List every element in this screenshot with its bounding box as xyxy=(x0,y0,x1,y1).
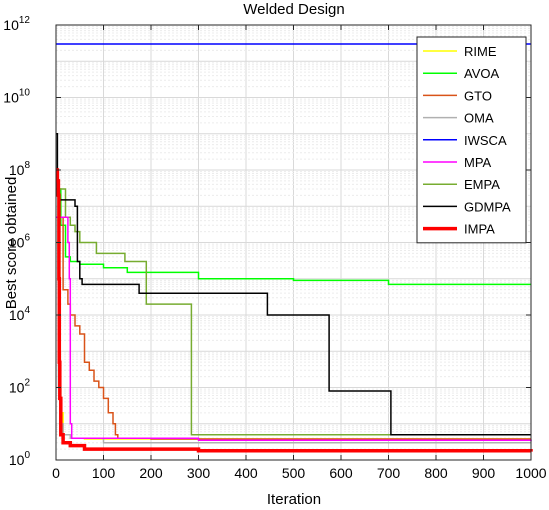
legend-label-gdmpa: GDMPA xyxy=(464,199,511,214)
x-tick-label: 100 xyxy=(92,465,116,481)
x-tick-label: 800 xyxy=(424,465,448,481)
series-line-impa xyxy=(55,168,533,453)
axis-ticks: 0 100 200 300 400 500 600 700 800 900 1000 100 102 10… xyxy=(3,15,546,481)
series-line-empa xyxy=(56,188,531,436)
y-tick-label: 102 xyxy=(9,378,31,396)
x-tick-label: 400 xyxy=(234,465,258,481)
x-tick-label: 600 xyxy=(329,465,353,481)
series-line-gto xyxy=(56,216,531,440)
y-tick-label: 100 xyxy=(9,450,31,468)
x-axis-title: Iteration xyxy=(267,491,321,508)
chart-title: Welded Design xyxy=(243,1,344,18)
legend-label-gto: GTO xyxy=(464,88,492,103)
x-tick-label: 500 xyxy=(282,465,306,481)
series-line-mpa xyxy=(56,216,532,442)
legend-label-empa: EMPA xyxy=(464,177,500,192)
legend: RIME AVOA GTO OMA IWSCA MPA EMPA GDMPA IMPA xyxy=(416,36,527,244)
series-line-gdmpa xyxy=(56,133,531,436)
legend-label-rime: RIME xyxy=(464,44,497,59)
y-tick-label: 1010 xyxy=(3,88,30,106)
x-tick-label: 900 xyxy=(472,465,496,481)
y-tick-label: 1012 xyxy=(3,15,30,33)
legend-label-mpa: MPA xyxy=(464,155,492,170)
y-axis-title: Best score obtained xyxy=(3,177,20,310)
legend-label-iwsca: IWSCA xyxy=(464,133,507,148)
x-tick-label: 700 xyxy=(377,465,401,481)
legend-label-avoa: AVOA xyxy=(464,66,499,81)
x-tick-label: 300 xyxy=(187,465,211,481)
y-tick-label: 108 xyxy=(9,160,31,178)
x-tick-label: 0 xyxy=(52,465,60,481)
legend-label-impa: IMPA xyxy=(464,222,495,237)
x-tick-label: 1000 xyxy=(515,465,546,481)
x-tick-label: 200 xyxy=(139,465,163,481)
legend-label-oma: OMA xyxy=(464,111,494,126)
